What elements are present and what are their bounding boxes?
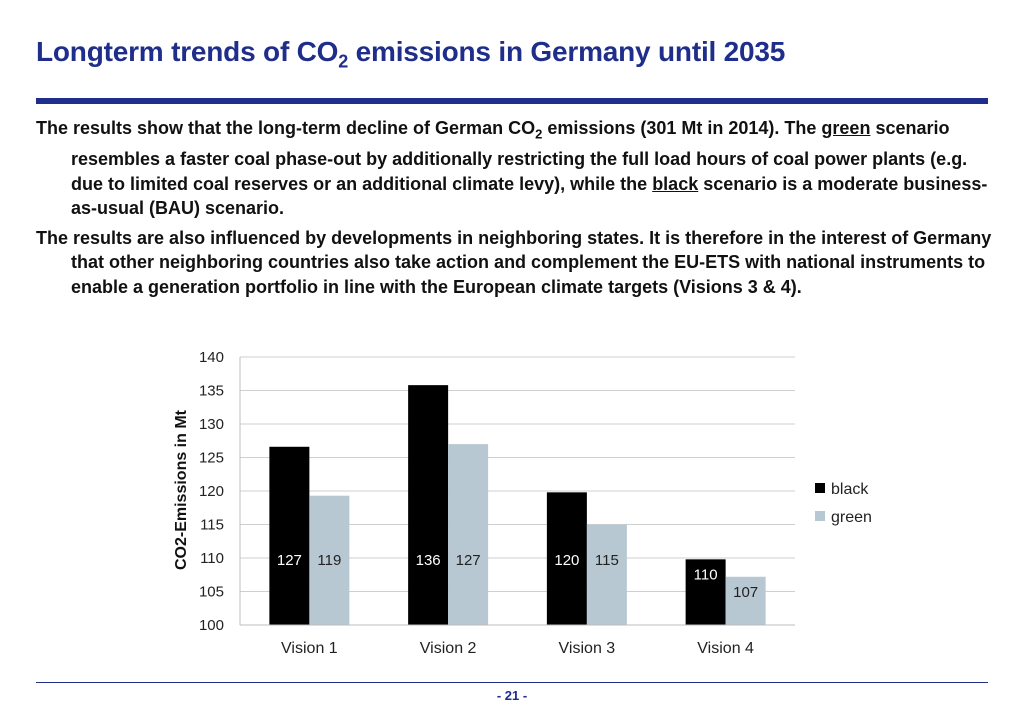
paragraph-neighbors: The results are also influenced by devel… [36,227,992,297]
body-text: The results show that the long-term decl… [36,116,996,304]
bar-black-4 [685,559,726,625]
data-label-green-1: 119 [317,552,341,569]
title-subscript: 2 [338,51,349,72]
bar-black-2 [408,385,449,625]
title-divider [36,98,988,104]
data-label-black-4: 110 [694,566,718,583]
y-tick-label-115: 115 [200,517,224,534]
data-label-black-1: 127 [277,552,302,569]
y-tick-label-100: 100 [199,617,224,634]
legend-label-black: black [831,481,869,498]
data-label-black-2: 136 [416,552,441,569]
title-text-post: emissions in Germany until 2035 [348,36,786,67]
x-tick-label-4: Vision 4 [697,640,754,657]
chart-legend: black green [815,481,872,526]
bar-black-1 [269,446,310,625]
p1-text-c: scenario resembles a faster coal phase-o… [71,118,968,194]
data-label-black-3: 120 [554,552,579,569]
x-tick-label-2: Vision 2 [420,640,477,657]
title-text-pre: Longterm trends of CO [36,36,339,67]
x-axis-ticks: Vision 1 Vision 2 Vision 3 Vision 4 [240,624,795,657]
y-tick-label-120: 120 [199,483,224,500]
p1-text-d: scenario is a moderate business-as-usual… [71,173,988,219]
data-label-green-2: 127 [456,552,481,569]
bar-green-2 [448,444,489,625]
p1-subscript: 2 [535,126,543,142]
bar-green-1 [309,495,350,625]
footer-divider [36,682,988,683]
y-tick-label-135: 135 [199,383,224,400]
y-tick-label-130: 130 [199,416,224,433]
data-label-green-3: 115 [595,552,619,569]
y-tick-label-125: 125 [199,450,224,467]
p1-black-word: black [652,173,699,194]
x-tick-label-3: Vision 3 [559,640,616,657]
legend-swatch-black [815,483,825,493]
y-tick-label-110: 110 [200,550,224,567]
p1-green-word: green [821,118,871,138]
slide-title: Longterm trends of CO2 emissions in Germ… [36,36,785,73]
chart-bars: 127 119 136 127 120 115 110 107 [269,385,766,625]
x-tick-label-1: Vision 1 [281,640,338,657]
y-axis-ticks: 100 105 110 115 120 125 130 135 140 [199,349,224,634]
data-label-green-4: 107 [733,584,758,601]
y-axis-label: CO2-Emissions in Mt [173,409,190,570]
legend-swatch-green [815,511,825,521]
p1-text-a: The results show that the long-term decl… [36,118,536,138]
p1-text-b: emissions (301 Mt in 2014). The [542,118,822,138]
bar-green-4 [725,576,766,625]
legend-label-green: green [831,509,872,526]
bar-black-3 [546,492,587,625]
paragraph-results: The results show that the long-term decl… [36,116,996,221]
y-tick-label-105: 105 [199,584,224,601]
y-tick-label-140: 140 [199,349,224,366]
bar-green-3 [586,524,627,625]
page-number: - 21 - [496,688,528,703]
